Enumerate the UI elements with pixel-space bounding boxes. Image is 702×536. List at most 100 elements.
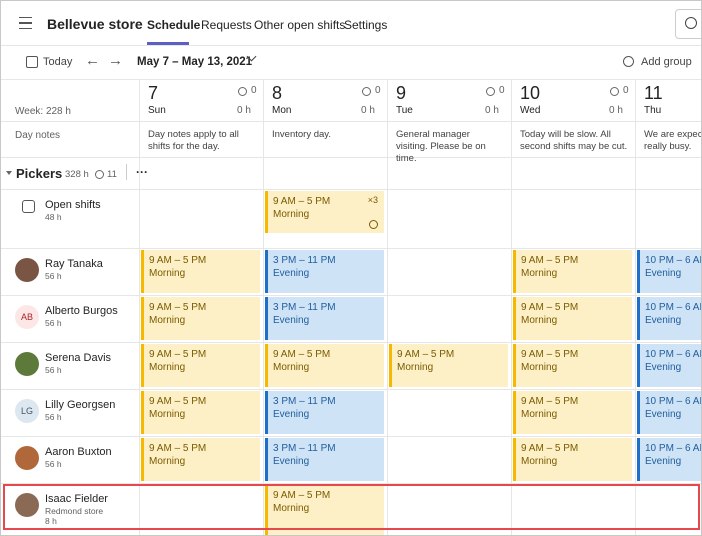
shift-time: 9 AM – 5 PM (149, 255, 207, 266)
avatar (15, 258, 39, 282)
shift[interactable]: 9 AM – 5 PM Morning (141, 391, 260, 434)
day-name: Sun (148, 105, 166, 116)
member-sub: 56 h (45, 271, 62, 281)
shift-time: 9 AM – 5 PM (521, 302, 579, 313)
more-button[interactable]: ··· (136, 165, 148, 179)
shift-label: Evening (645, 409, 682, 420)
people-count: 0 (375, 85, 381, 96)
group-name: Pickers (16, 166, 63, 181)
shift-time: 9 AM – 5 PM (273, 490, 331, 501)
shift-time: 10 PM – 6 AM (645, 349, 702, 360)
tab[interactable]: Other open shifts (254, 18, 346, 32)
member-name: Aaron Buxton (45, 446, 112, 458)
shift-label: Morning (273, 362, 310, 373)
tab[interactable]: Settings (344, 18, 388, 32)
tab[interactable]: Requests (201, 18, 252, 32)
day-number: 11 (644, 83, 663, 103)
tab[interactable]: Schedule (147, 18, 201, 32)
divider (1, 295, 701, 296)
shift[interactable]: 9 AM – 5 PM Morning (141, 344, 260, 387)
shift-label: Morning (149, 456, 186, 467)
shift-count: ×3 (367, 195, 378, 205)
avatar: AB (15, 305, 39, 329)
day-note: Day notes apply to all shifts for the da… (148, 129, 239, 152)
day-name: Thu (644, 105, 662, 116)
menu-icon[interactable] (19, 17, 32, 29)
divider (147, 42, 189, 45)
shift-time: 9 AM – 5 PM (273, 196, 331, 207)
people-count: 0 (623, 85, 629, 96)
shift[interactable]: 3 PM – 11 PM Evening (265, 250, 384, 293)
collapse-icon[interactable] (6, 171, 12, 175)
shift-label: Evening (273, 409, 310, 420)
date-range[interactable]: May 7 – May 13, 2021 (137, 56, 253, 68)
open-shift-icon (22, 200, 35, 213)
shift[interactable]: 9 AM – 5 PM Morning (141, 297, 260, 340)
today-button[interactable]: Today (43, 56, 73, 68)
shift-time: 9 AM – 5 PM (149, 349, 207, 360)
day-note: General manager visiting. Please be on t… (396, 129, 486, 164)
divider (126, 164, 127, 180)
shift-label: Morning (149, 362, 186, 373)
location-icon (369, 220, 378, 229)
day-notes-label: Day notes (15, 130, 61, 141)
divider (1, 248, 701, 249)
day-hours: 0 h (609, 105, 623, 116)
shift[interactable]: 10 PM – 6 AM Evening (637, 297, 701, 340)
store-title: Bellevue store (47, 16, 143, 32)
member-sub: 56 h (45, 365, 62, 375)
divider (1, 121, 701, 122)
shift-time: 10 PM – 6 AM (645, 255, 702, 266)
add-group-icon[interactable] (623, 56, 634, 67)
highlight-box (3, 484, 700, 530)
week-label: Week: 228 h (15, 106, 71, 117)
shift[interactable]: 3 PM – 11 PM Evening (265, 438, 384, 481)
shift[interactable]: 3 PM – 11 PM Evening (265, 297, 384, 340)
shift[interactable]: 9 AM – 5 PM Morning (513, 391, 632, 434)
shift[interactable]: 9 AM – 5 PM Morning (265, 344, 384, 387)
add-group[interactable]: Add group (641, 56, 692, 68)
shift-label: Morning (273, 503, 310, 514)
group-people: 11 (107, 169, 117, 180)
divider (1, 342, 701, 343)
avatar (15, 352, 39, 376)
calendar-icon[interactable] (26, 56, 38, 68)
member-sub: Redmond store (45, 506, 104, 516)
shift[interactable]: 10 PM – 6 AM Evening (637, 344, 702, 387)
divider (387, 79, 388, 535)
shift-time: 3 PM – 11 PM (273, 302, 336, 313)
shift[interactable]: 10 PM – 6 AM Evening (637, 250, 702, 293)
shift-label: Morning (521, 268, 558, 279)
day-hours: 0 h (237, 105, 251, 116)
day-name: Wed (520, 105, 541, 116)
clock-button[interactable] (675, 9, 701, 39)
shift[interactable]: 10 PM – 6 AM Evening (637, 391, 701, 434)
shift[interactable]: 9 AM – 5 PM Morning (141, 438, 260, 481)
people-count: 0 (499, 85, 505, 96)
shift[interactable]: 9 AM – 5 PM Morning (389, 344, 508, 387)
shift[interactable]: 9 AM – 5 PM Morning ×3 (265, 191, 384, 233)
member-sub: 56 h (45, 412, 62, 422)
shift-label: Morning (273, 209, 310, 220)
shift[interactable]: 9 AM – 5 PM Morning (513, 344, 632, 387)
shift-label: Evening (645, 362, 682, 373)
shift-label: Morning (521, 315, 558, 326)
shift-time: 9 AM – 5 PM (149, 302, 207, 313)
shift[interactable]: 9 AM – 5 PM Morning (513, 297, 632, 340)
shift[interactable]: 9 AM – 5 PM Morning (513, 438, 632, 481)
avatar: LG (15, 399, 39, 423)
shift[interactable]: 9 AM – 5 PM Morning (265, 485, 384, 535)
open-shifts-hours: 48 h (45, 212, 62, 222)
shift[interactable]: 3 PM – 11 PM Evening (265, 391, 384, 434)
shift[interactable]: 9 AM – 5 PM Morning (141, 250, 260, 293)
shift-label: Morning (149, 268, 186, 279)
shift[interactable]: 10 PM – 6 AM Evening (637, 438, 701, 481)
shift-time: 9 AM – 5 PM (521, 396, 579, 407)
shift-label: Morning (521, 456, 558, 467)
shift-time: 9 AM – 5 PM (273, 349, 331, 360)
shift[interactable]: 9 AM – 5 PM Morning (513, 250, 632, 293)
prev-arrow[interactable]: ← (85, 52, 100, 69)
next-arrow[interactable]: → (108, 52, 123, 69)
shift-label: Evening (273, 456, 310, 467)
